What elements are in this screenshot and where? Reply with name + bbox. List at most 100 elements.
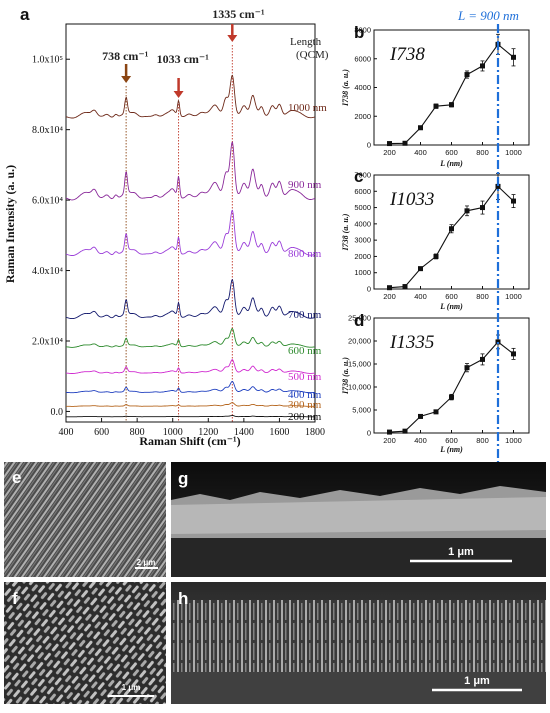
- panel-c-y-tick-4000: 4000: [354, 219, 371, 228]
- panel-a-plot-frame: [65, 23, 316, 423]
- panel-a-x-tick-800: 800: [130, 427, 145, 438]
- panel-c-y-tick-1000: 1000: [354, 268, 371, 277]
- panel-c-point-400: [418, 266, 423, 272]
- panel-a-x-tick-1000: 1000: [163, 427, 183, 438]
- panel-b-y-tick-0: 0: [367, 141, 371, 150]
- panel-a-x-axis-label: Raman Shift (cm⁻¹): [139, 434, 240, 448]
- panel-f-letter: f: [12, 589, 18, 608]
- panel-d-x-tick-400: 400: [414, 436, 427, 445]
- panel-c-point-900: [495, 183, 501, 189]
- panel-d-y-tick-15000: 15,000: [348, 360, 371, 369]
- panel-c-x-tick-800: 800: [476, 292, 489, 301]
- panel-c-y-tick-3000: 3000: [354, 236, 371, 245]
- panel-d-point-600: [449, 394, 454, 400]
- peak-arrow-head-1335: [227, 35, 238, 42]
- spectrum-series-500-nm: [65, 359, 316, 374]
- panel-a-x-ticks: 400 600 800 1000 1200 1400 1600 1800: [59, 418, 325, 438]
- panel-h-letter: h: [178, 589, 188, 608]
- panel-a-y-tick-60000: 6.0x10⁴: [32, 196, 64, 207]
- panel-c-x-tick-400: 400: [414, 292, 427, 301]
- panel-b-x-tick-400: 400: [414, 148, 427, 157]
- panel-d-point-900: [495, 339, 501, 345]
- panel-d-series-line: [389, 341, 514, 433]
- panel-a-y-tick-100000: 1.0x10⁵: [32, 55, 63, 66]
- panel-a-x-tick-1200: 1200: [198, 427, 218, 438]
- peak-label-1033: 1033 cm⁻¹: [157, 52, 210, 66]
- panel-c-point-500: [433, 253, 439, 259]
- panel-d-y-axis-label: I738 (a. u.): [341, 357, 350, 395]
- series-label-500-nm: 500 nm: [288, 371, 322, 383]
- series-label-400-nm: 400 nm: [288, 389, 322, 401]
- panel-d-x-tick-1000: 1000: [505, 436, 522, 445]
- peak-label-1335: 1335 cm⁻¹: [212, 7, 265, 21]
- panel-d-point-1000: [511, 351, 516, 357]
- peak-arrow-head-738: [121, 76, 132, 83]
- panel-d-y-tick-25000: 25,000: [348, 314, 371, 323]
- panel-g-scale-label: 1 μm: [448, 546, 474, 558]
- panel-b-x-axis-label: L (nm): [439, 159, 463, 168]
- panel-d-point-300: [402, 428, 408, 434]
- l-900nm-guide-line: L = 900 nm: [457, 8, 519, 472]
- spectrum-series-200-nm: [65, 415, 315, 418]
- panel-g-sem-image: g 1 μm: [171, 462, 546, 577]
- series-label-200-nm: 200 nm: [288, 411, 322, 423]
- spectrum-series-600-nm: [66, 328, 316, 348]
- panel-c-point-700: [464, 208, 470, 214]
- panel-b-letter: b: [354, 23, 364, 42]
- series-label-800-nm: 800 nm: [288, 248, 322, 260]
- panel-e-letter: e: [12, 468, 21, 487]
- spectrum-series-800-nm: [65, 209, 316, 256]
- panel-c-y-tick-5000: 5000: [354, 203, 371, 212]
- peak-label-738: 738 cm⁻¹: [102, 49, 149, 63]
- panel-d-point-700: [464, 365, 470, 371]
- panel-d-x-tick-800: 800: [476, 436, 489, 445]
- panel-c-i1033-vs-length: c 200 400 600 800 1000 0 1000 2000 3000 4000 5000 60…: [341, 167, 530, 311]
- panel-a-letter: a: [20, 5, 30, 24]
- guide-line-label: L = 900 nm: [457, 8, 519, 23]
- panel-f-sem-image: f 1 μm: [4, 582, 166, 704]
- spectrum-series-900-nm: [65, 141, 316, 201]
- panel-a-raman-spectra: a 400 600 800 1000 1200 1400 1600 1800 0.0 2.0x1…: [3, 5, 329, 448]
- panel-a-peak-markers: 738 cm⁻¹ 1033 cm⁻¹ 1335 cm⁻¹: [102, 7, 265, 98]
- panel-d-letter: d: [354, 311, 364, 330]
- panel-a-legend-title-line2: (QCM): [296, 49, 329, 61]
- spectrum-series-700-nm: [65, 278, 316, 320]
- panel-b-y-tick-2000: 2000: [354, 112, 371, 121]
- panel-c-letter: c: [354, 167, 363, 186]
- panel-d-y-tick-10000: 10,000: [348, 383, 371, 392]
- panel-c-point-300: [402, 284, 408, 290]
- panel-h-sem-image: h 1 μm: [171, 582, 546, 704]
- panel-b-y-axis-label: I738 (a. u.): [341, 69, 350, 107]
- spectrum-series-400-nm: [66, 380, 316, 394]
- panel-c-point-200: [387, 285, 392, 291]
- panel-d-point-200: [387, 429, 392, 435]
- panel-a-y-tick-80000: 8.0x10⁴: [32, 125, 64, 136]
- panel-d-point-500: [433, 409, 439, 415]
- panel-a-y-tick-0: 0.0: [51, 407, 64, 418]
- panel-c-y-tick-7000: 7000: [354, 171, 371, 180]
- panel-e-scale-label: 2 μm: [137, 558, 156, 567]
- series-label-700-nm: 700 nm: [288, 309, 322, 321]
- panel-b-x-tick-1000: 1000: [505, 148, 522, 157]
- series-label-600-nm: 600 nm: [288, 345, 322, 357]
- panel-d-x-tick-200: 200: [383, 436, 396, 445]
- panel-a-x-tick-1600: 1600: [269, 427, 289, 438]
- panel-b-point-800: [480, 63, 485, 69]
- panel-a-y-axis-label: Raman Intensity (a. u.): [3, 165, 17, 283]
- panel-b-annotation: I738: [389, 44, 425, 65]
- panel-c-annotation: I1033: [389, 189, 434, 210]
- panel-c-point-1000: [511, 198, 516, 204]
- panel-d-i1335-vs-length: d 200 400 600 800 1000 0 5,000 10,000 15,000 20,00…: [341, 311, 530, 454]
- panel-b-point-600: [449, 102, 454, 108]
- spectrum-series-300-nm: [65, 402, 315, 407]
- panel-d-point-400: [418, 413, 423, 419]
- spectrum-series-1000-nm: [65, 74, 316, 119]
- series-label-900-nm: 900 nm: [288, 179, 322, 191]
- panel-c-y-axis-label: I738 (a. u.): [341, 213, 350, 251]
- panel-c-x-tick-200: 200: [383, 292, 396, 301]
- panel-a-y-tick-40000: 4.0x10⁴: [32, 266, 64, 277]
- panel-a-y-ticks: 0.0 2.0x10⁴ 4.0x10⁴ 6.0x10⁴ 8.0x10⁴ 1.0x10⁵: [32, 55, 70, 418]
- panel-b-x-tick-800: 800: [476, 148, 489, 157]
- panel-d-y-tick-20000: 20,000: [348, 337, 371, 346]
